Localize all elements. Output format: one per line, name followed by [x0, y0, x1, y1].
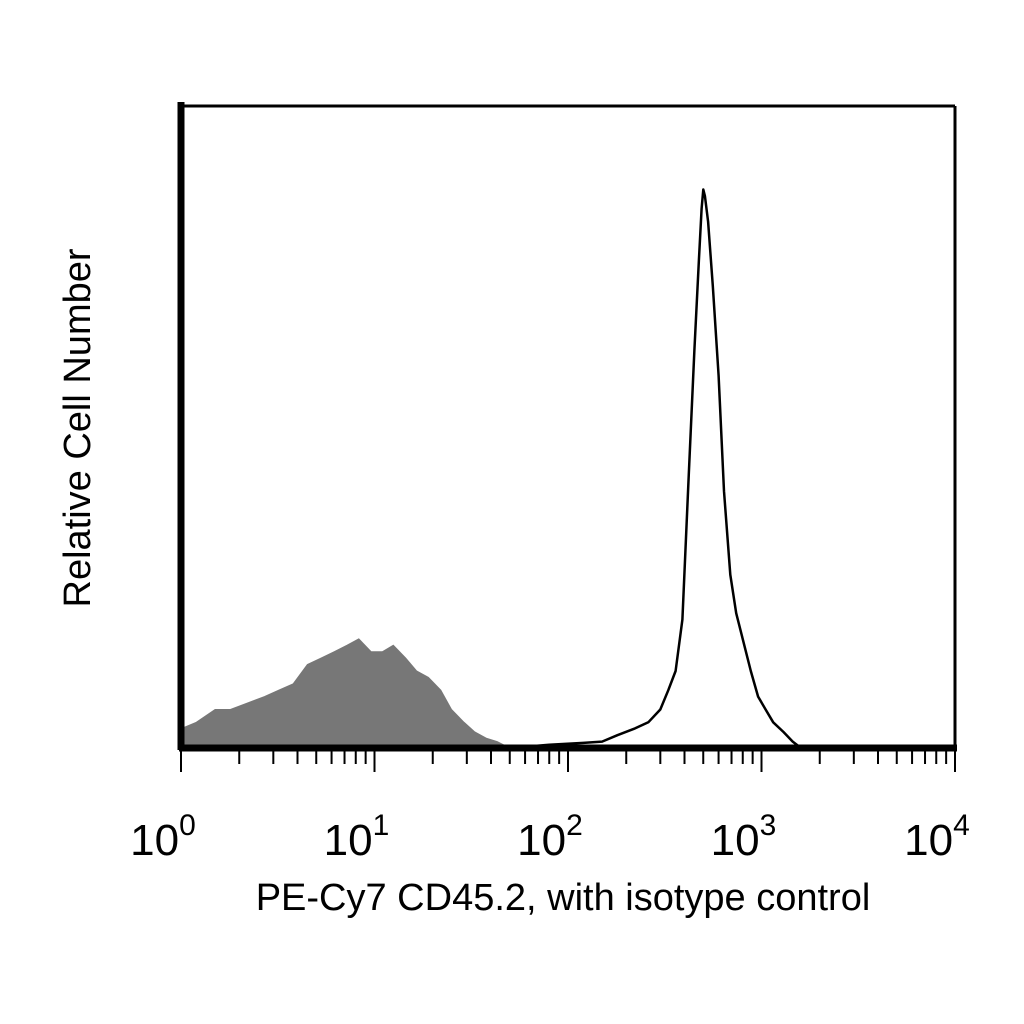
plot-frame: [177, 102, 957, 752]
x-tick-label-0: 100: [130, 809, 196, 865]
y-axis-title: Relative Cell Number: [57, 248, 99, 607]
series-layer: [180, 188, 802, 750]
histogram-series-0-isotype-fill: [180, 638, 511, 749]
histogram-series-1-outline: [509, 188, 802, 750]
x-tick-label-4: 104: [904, 809, 970, 865]
x-tick-label-2: 102: [517, 809, 583, 865]
x-tick-label-1: 101: [324, 809, 390, 865]
x-axis-ticks: [180, 748, 956, 772]
x-axis-title: PE-Cy7 CD45.2, with isotype control: [256, 877, 871, 919]
x-axis-tick-labels: 100 101 102 103 104: [130, 809, 970, 865]
x-tick-label-3: 103: [711, 809, 777, 865]
